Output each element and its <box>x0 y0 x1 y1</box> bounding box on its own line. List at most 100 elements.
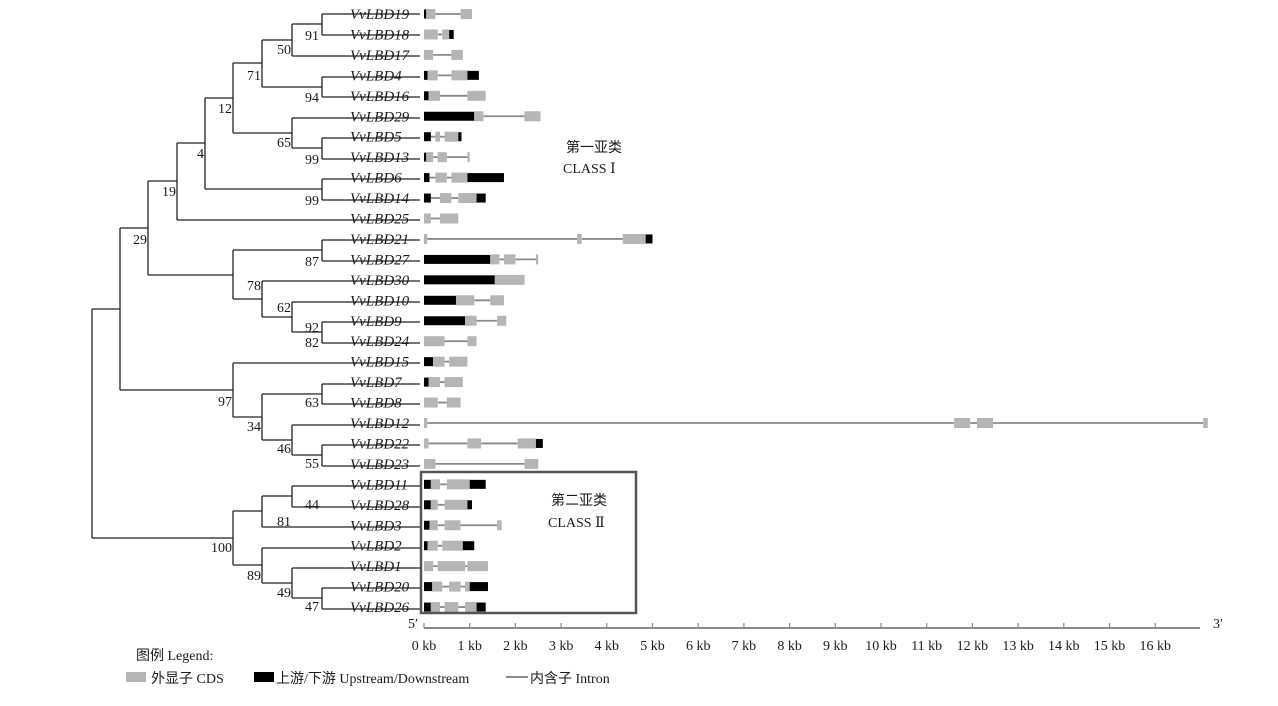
axis-tick-label: 12 kb <box>957 639 989 654</box>
cds-exon <box>432 581 443 592</box>
tree-branch <box>91 308 233 539</box>
bootstrap-value: 50 <box>277 43 291 58</box>
cds-exon <box>444 131 459 142</box>
gene-structure-row <box>424 111 541 122</box>
bootstrap-value: 44 <box>305 498 319 513</box>
bootstrap-value: 99 <box>305 194 319 209</box>
cds-exon <box>437 152 447 163</box>
gene-label: VvLBD17 <box>350 48 411 64</box>
cds-exon <box>517 438 536 449</box>
cds-exon <box>429 520 438 531</box>
cds-exon <box>524 111 541 122</box>
cds-exon <box>442 29 450 40</box>
cds-exon <box>430 499 438 510</box>
cds-exon <box>424 336 445 347</box>
bootstrap-value: 81 <box>277 515 291 530</box>
utr-segment <box>458 132 462 142</box>
gene-label: VvLBD14 <box>350 191 410 207</box>
bootstrap-value: 97 <box>218 395 232 410</box>
cds-exon <box>424 438 429 449</box>
cds-exon <box>451 49 463 60</box>
axis-ticks: 0 kb 1 kb 2 kb 3 kb 4 kb 5 kb 6 kb 7 kb 8 kb 9 kb… <box>412 623 1171 654</box>
bootstrap-value: 62 <box>277 301 291 316</box>
cds-exon <box>439 213 459 224</box>
utr-segment <box>424 316 466 326</box>
legend-title: 图例 Legend: <box>136 648 213 664</box>
gene-label: VvLBD27 <box>350 252 411 268</box>
legend-utr-swatch <box>254 672 274 682</box>
gene-label: VvLBD15 <box>350 355 410 371</box>
class1-label: 第一亚类 CLASS Ⅰ <box>563 139 622 177</box>
utr-segment <box>424 152 427 162</box>
cds-exon <box>430 602 440 613</box>
axis-tick-label: 8 kb <box>777 639 802 654</box>
cds-exon <box>449 356 468 367</box>
axis-tick-label: 11 kb <box>911 639 942 654</box>
axis-tick-label: 0 kb <box>412 639 437 654</box>
gene-label: VvLBD22 <box>350 436 410 452</box>
gene-structure-row <box>424 49 463 60</box>
gene-structure-row <box>424 295 504 306</box>
bootstrap-value: 89 <box>247 569 261 584</box>
axis-tick-label: 14 kb <box>1048 639 1080 654</box>
bootstrap-value: 87 <box>305 255 319 270</box>
utr-segment <box>424 9 427 19</box>
cds-exon <box>424 29 438 40</box>
three-prime-label: 3′ <box>1213 617 1223 632</box>
utr-segment <box>424 91 429 101</box>
class2-box <box>419 470 638 615</box>
bootstrap-value: 92 <box>305 321 319 336</box>
gene-label: VvLBD23 <box>350 457 409 473</box>
gene-structure-row <box>424 561 488 572</box>
cds-exon <box>446 479 470 490</box>
cds-exon <box>430 479 440 490</box>
utr-segment <box>424 173 430 183</box>
tree-branch <box>119 227 233 391</box>
axis-tick-label: 5 kb <box>640 639 665 654</box>
gene-label: VvLBD1 <box>350 559 402 575</box>
cds-exon <box>535 254 539 265</box>
gene-label: VvLBD8 <box>350 396 402 412</box>
utr-segment <box>449 29 454 39</box>
class2-label-en: CLASS Ⅱ <box>548 516 605 531</box>
gene-structures <box>424 9 1208 613</box>
cds-exon <box>433 356 445 367</box>
utr-segment <box>424 377 429 387</box>
legend: 图例 Legend: 外显子 CDS 上游/下游 Upstream/Downst… <box>126 648 610 687</box>
class2-label-zh: 第二亚类 <box>551 492 607 509</box>
axis-tick-label: 9 kb <box>823 639 848 654</box>
cds-exon <box>426 152 434 163</box>
utr-segment <box>424 254 491 264</box>
gene-structure-row <box>424 377 463 388</box>
cds-exon <box>451 172 468 183</box>
gene-structure-row <box>424 602 486 613</box>
cds-exon <box>490 254 500 265</box>
cds-exon <box>1203 418 1208 428</box>
gene-label: VvLBD26 <box>350 600 410 616</box>
gene-label: VvLBD13 <box>350 150 409 166</box>
axis-tick-label: 6 kb <box>686 639 711 654</box>
kb-scale-axis: 5′ 3′ 0 kb 1 kb 2 kb 3 kb 4 kb 5 kb 6 kb 7 kb 8 … <box>408 617 1223 654</box>
gene-label: VvLBD20 <box>350 580 410 596</box>
utr-segment <box>424 295 456 305</box>
class1-label-zh: 第一亚类 <box>566 139 622 156</box>
cds-exon <box>467 438 482 449</box>
cds-exon <box>424 561 434 572</box>
axis-tick-label: 13 kb <box>1002 639 1034 654</box>
cds-exon <box>444 520 461 531</box>
gene-label: VvLBD5 <box>350 130 402 146</box>
class2-label: 第二亚类 CLASS Ⅱ <box>548 492 607 531</box>
utr-segment <box>645 234 653 244</box>
bootstrap-value: 29 <box>133 233 147 248</box>
axis-tick-label: 15 kb <box>1094 639 1126 654</box>
utr-segment <box>469 582 488 592</box>
gene-label: VvLBD30 <box>350 273 410 289</box>
tree-branch <box>232 510 262 566</box>
cds-exon <box>426 9 436 19</box>
utr-segment <box>424 193 431 203</box>
cds-exon <box>474 111 484 122</box>
utr-segment <box>424 520 430 530</box>
cds-exon <box>524 458 539 469</box>
cds-exon <box>442 540 463 551</box>
legend-cds-label: 外显子 CDS <box>151 671 224 687</box>
